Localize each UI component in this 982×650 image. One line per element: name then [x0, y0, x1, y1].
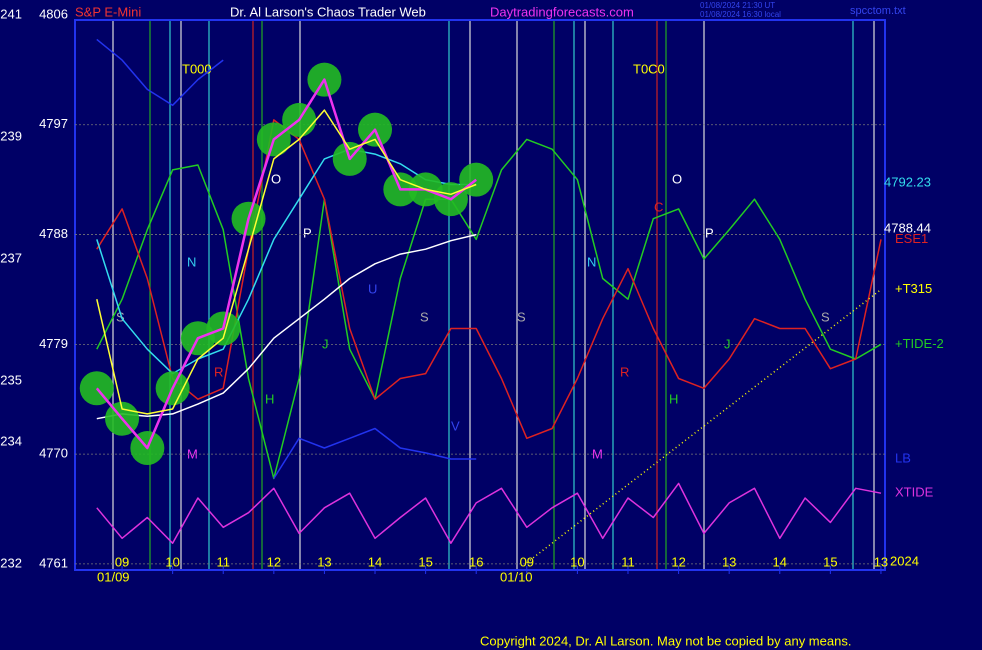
series-line [96, 482, 882, 544]
annotation: P [705, 225, 714, 240]
annotation: P [303, 225, 312, 240]
date-label: 01/09 [97, 569, 130, 584]
series-line [96, 109, 477, 415]
last-value: 4792.23 [884, 174, 931, 189]
last-value: 4788.44 [884, 220, 931, 235]
series-line [96, 233, 477, 420]
copyright: Copyright 2024, Dr. Al Larson. May not b… [480, 633, 851, 648]
series-line [95, 78, 477, 450]
glow-point [459, 162, 494, 197]
annotation: S [420, 309, 429, 324]
annotation: T000 [182, 61, 212, 76]
x-tick-label: 11 [621, 554, 635, 569]
annotation: C [654, 199, 663, 214]
x-tick-label: 12 [267, 554, 281, 569]
timestamp: 01/08/2024 16:30 local [700, 10, 781, 19]
annotation: S [821, 309, 830, 324]
y2-tick-label: 235 [0, 372, 22, 387]
y2-tick-label: 232 [0, 555, 22, 570]
file-name: spcctom.txt [850, 5, 906, 17]
plot-frame [74, 19, 886, 571]
source: Daytradingforecasts.com [490, 4, 634, 19]
annotation: S [517, 309, 526, 324]
x-tick-label: 15 [823, 554, 837, 569]
annotation: O [271, 171, 281, 186]
x-tick-label: 11 [216, 554, 230, 569]
annotation: R [620, 364, 629, 379]
annotation: N [587, 254, 596, 269]
chart-title: Dr. Al Larson's Chaos Trader Web [230, 4, 426, 19]
annotation: R [214, 364, 223, 379]
x-tick-label: 10 [570, 554, 584, 569]
series-line [96, 138, 882, 480]
annotation: J [322, 336, 329, 351]
annotation: U [368, 281, 377, 296]
date-label: 01/10 [500, 569, 533, 584]
glow-point [79, 371, 114, 406]
y2-tick-label: 237 [0, 250, 22, 265]
annotation: H [265, 391, 274, 406]
y-tick-label: 4779 [39, 336, 68, 351]
y2-tick-label: 239 [0, 128, 22, 143]
x-tick-label: 09 [115, 554, 129, 569]
x-tick-label: 10 [165, 554, 179, 569]
x-tick-label: 13 [722, 554, 736, 569]
series-line [526, 288, 882, 564]
y-tick-label: 4770 [39, 446, 68, 461]
x-tick-label: 15 [418, 554, 432, 569]
series-line [96, 38, 224, 107]
y2-tick-label: 241 [0, 6, 22, 21]
annotations: T000 T0C0 N N S S S S P P O O M M H H J … [116, 61, 931, 461]
legend-label: +TIDE-2 [895, 336, 944, 351]
y2-tick-label: 234 [0, 433, 22, 448]
legend-label: LB [895, 450, 911, 465]
x-tick-label: 12 [671, 554, 685, 569]
series-line [273, 427, 477, 479]
series-line [96, 119, 882, 440]
annotation: T0C0 [633, 61, 665, 76]
x-tick-label: 16 [469, 554, 483, 569]
legend-label: ESE1 [895, 231, 928, 246]
y-tick-label: 4788 [39, 226, 68, 241]
annotation: S [116, 309, 125, 324]
x-tick-label: 14 [773, 554, 787, 569]
x-tick-label: 13 [317, 554, 331, 569]
annotation: J [724, 336, 731, 351]
timestamp: 01/08/2024 21:30 UT [700, 1, 775, 10]
annotation: M [592, 446, 603, 461]
date-label: 2024 [890, 553, 919, 568]
series-line [96, 148, 477, 375]
y-tick-label: 4806 [39, 6, 68, 21]
x-tick-label: 14 [368, 554, 382, 569]
legend-label: XTIDE [895, 485, 934, 500]
y-tick-label: 4797 [39, 116, 68, 131]
annotation: N [187, 254, 196, 269]
annotation: H [669, 391, 678, 406]
legend-label: +T315 [895, 281, 932, 296]
annotation: O [672, 171, 682, 186]
y-tick-label: 4761 [39, 555, 68, 570]
x-tick-label: 13 [874, 554, 888, 569]
annotation: V [451, 418, 460, 433]
instrument: S&P E-Mini [75, 4, 141, 19]
time-markers [112, 20, 875, 570]
